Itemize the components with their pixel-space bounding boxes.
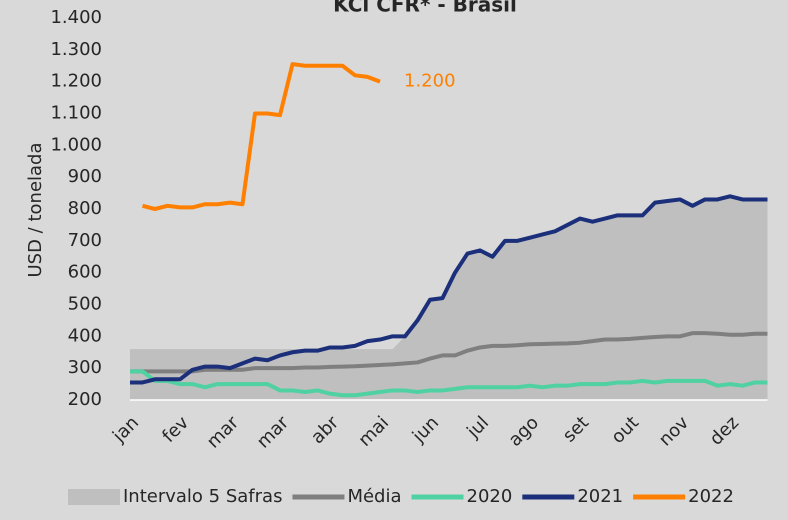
y-tick-label: 1.400 (50, 7, 102, 28)
x-tick-label: ago (505, 412, 544, 451)
x-tick-label: abr (307, 412, 343, 448)
x-tick-label: mar (203, 412, 244, 453)
data-label: 1.200 (404, 71, 456, 92)
legend-label: 2021 (577, 486, 623, 507)
y-tick-label: 1.200 (50, 71, 102, 92)
x-tick-label: set (559, 412, 593, 446)
y-tick-label: 800 (68, 198, 102, 219)
y-tick-label: 900 (68, 166, 102, 187)
chart-title: KCl CFR* - Brasil (333, 0, 517, 17)
y-axis-label: USD / tonelada (25, 142, 46, 277)
x-tick-label: out (607, 412, 643, 448)
x-tick-label: mai (354, 412, 393, 451)
series-line (130, 331, 768, 374)
legend-label: Média (347, 486, 401, 507)
x-tick-label: jul (462, 412, 493, 443)
y-tick-label: 1.100 (50, 103, 102, 124)
y-tick-label: 400 (68, 325, 102, 346)
series-line (130, 194, 768, 385)
y-tick-label: 1.300 (50, 39, 102, 60)
range-area (130, 196, 768, 400)
x-tick-label: nov (655, 412, 693, 450)
x-tick-label: jan (108, 412, 143, 447)
x-tick-label: mar (253, 412, 294, 453)
series-line (142, 62, 381, 211)
series-line (130, 369, 768, 398)
y-tick-label: 500 (68, 294, 102, 315)
x-tick-label: fev (158, 412, 193, 447)
legend-label: 2020 (467, 486, 513, 507)
y-tick-label: 200 (68, 389, 102, 410)
y-tick-label: 700 (68, 230, 102, 251)
x-tick-label: dez (706, 412, 743, 449)
legend-swatch (68, 489, 120, 505)
y-tick-label: 1.000 (50, 134, 102, 155)
legend-label: 2022 (688, 486, 734, 507)
x-tick-label: jun (408, 412, 443, 447)
y-tick-label: 600 (68, 262, 102, 283)
legend-label: Intervalo 5 Safras (123, 486, 282, 507)
y-tick-label: 300 (68, 357, 102, 378)
